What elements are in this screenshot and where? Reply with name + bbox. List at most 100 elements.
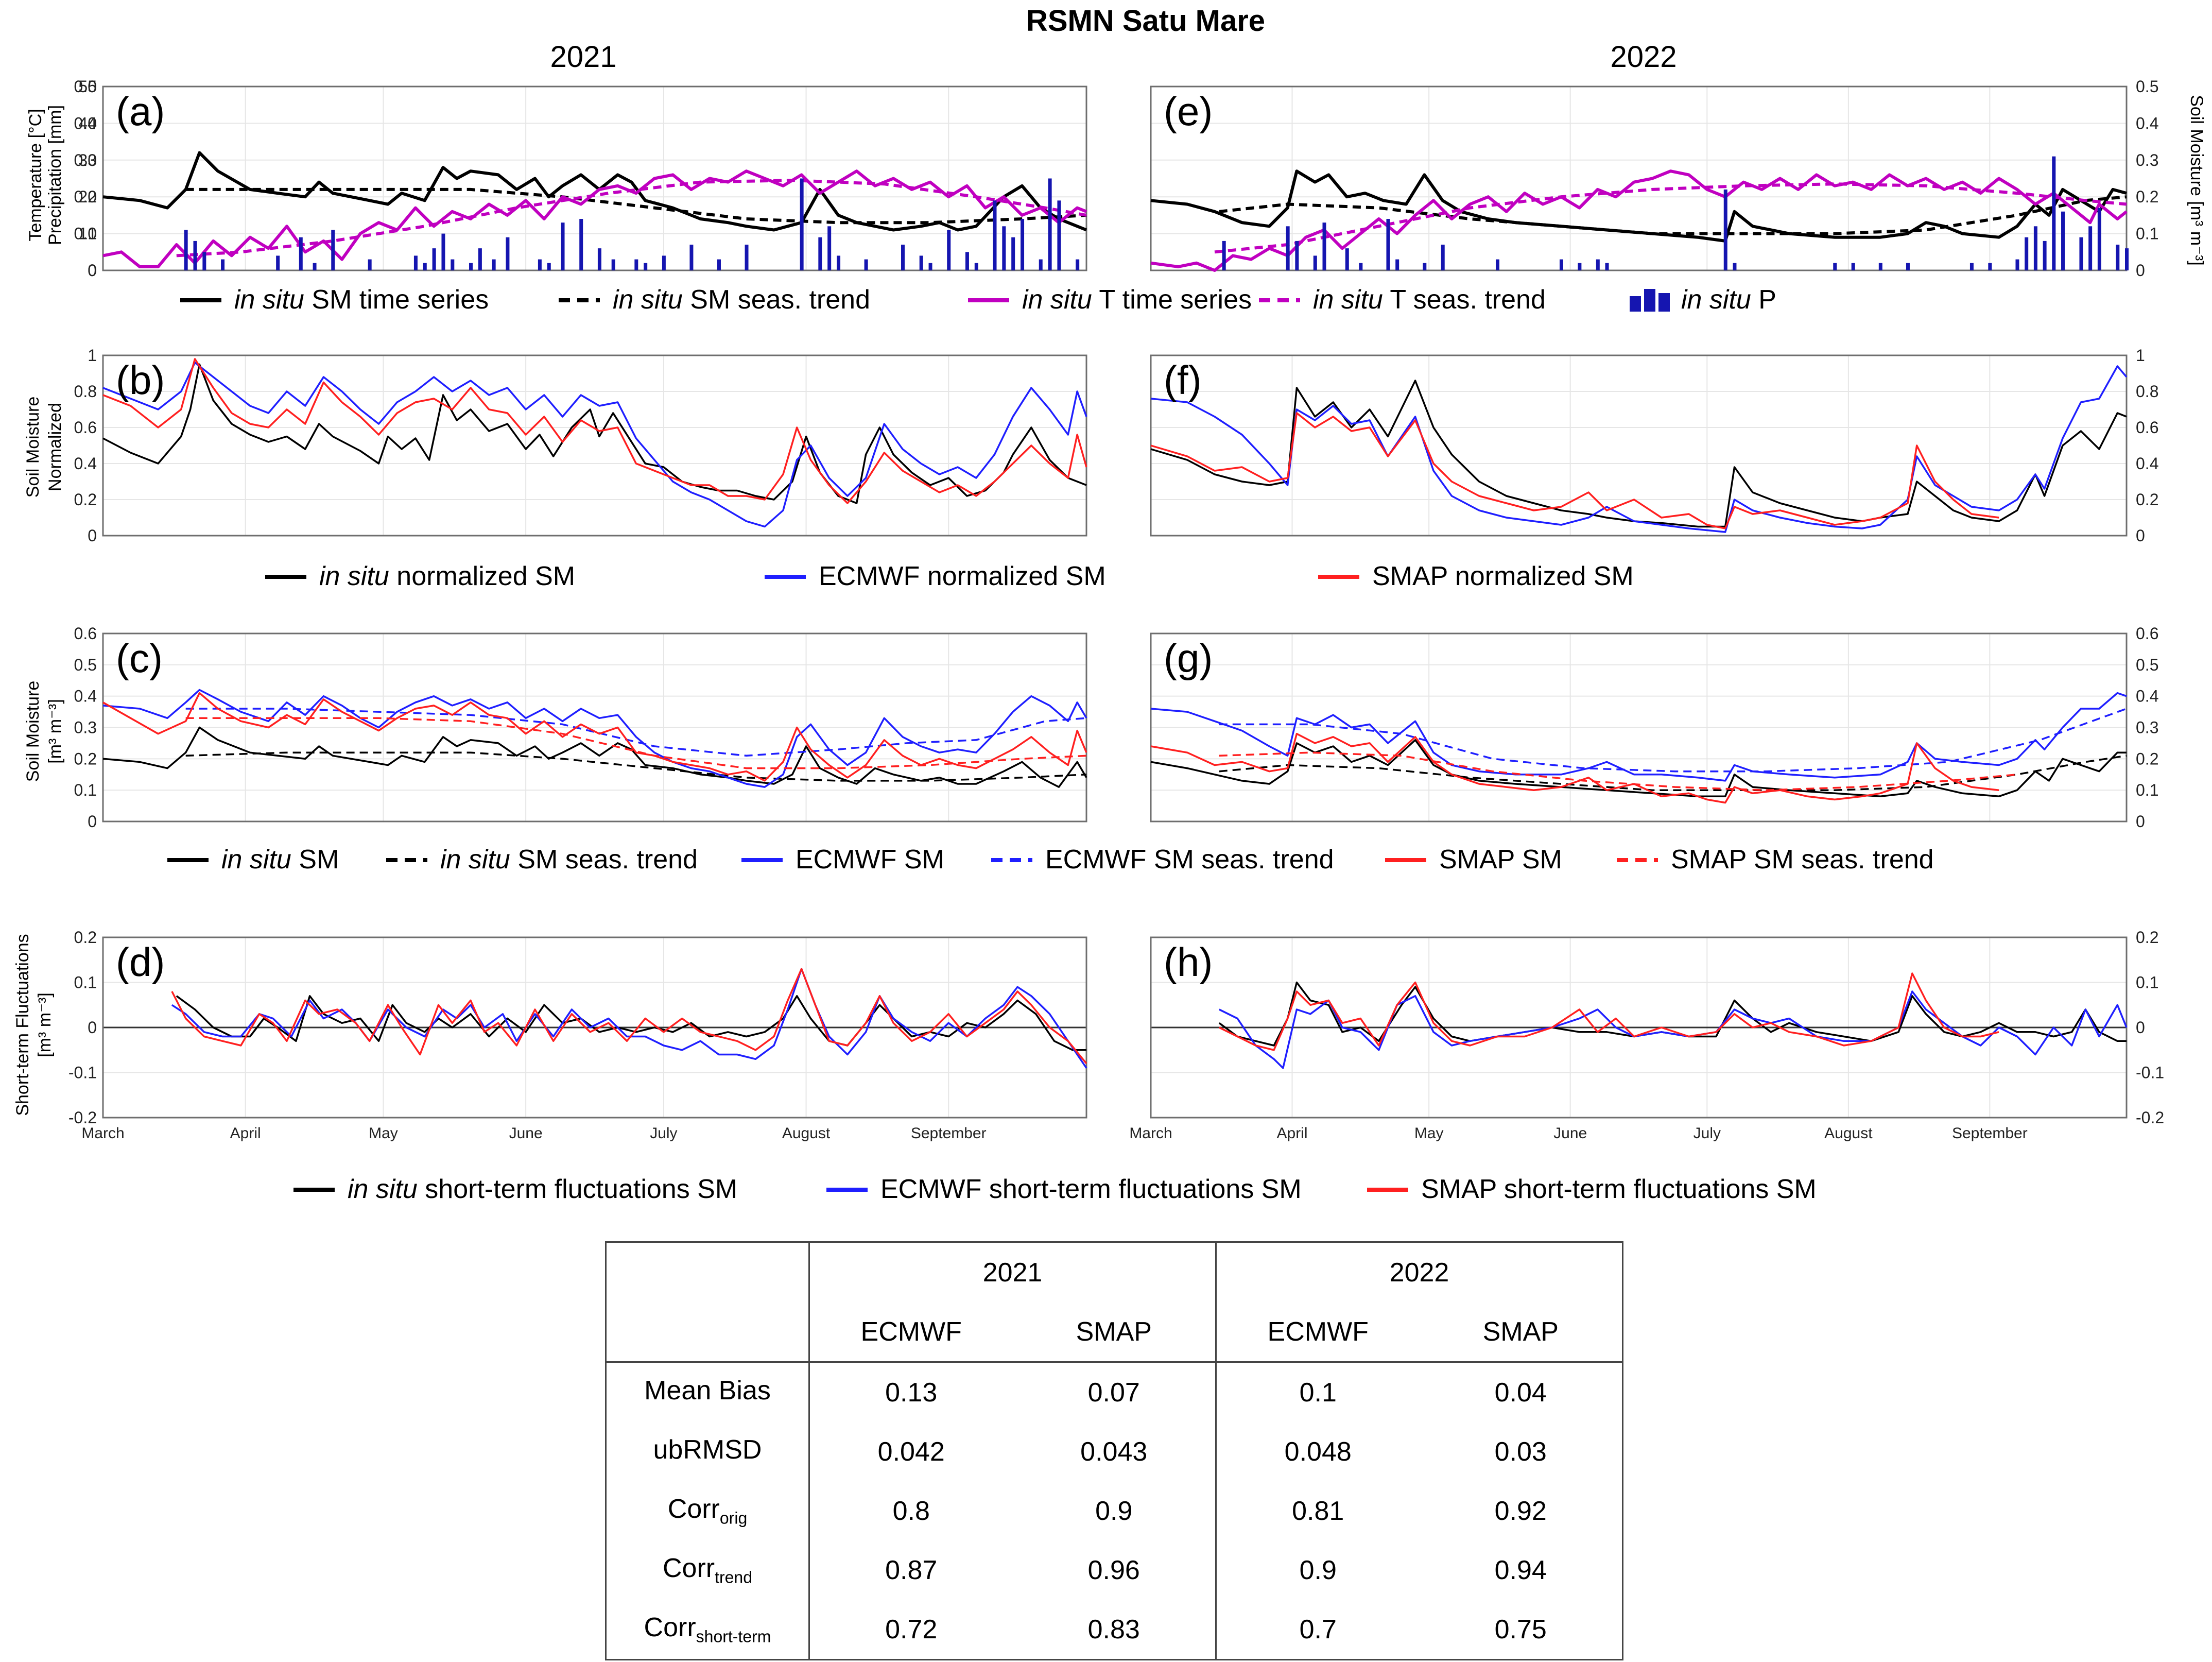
panel-label: (c): [116, 636, 163, 681]
series-line: [102, 726, 1087, 788]
legend-text: T time series: [1092, 285, 1252, 315]
legend-item: ECMWF normalized SM: [765, 561, 1106, 591]
y-tick-label: 0.6: [2136, 418, 2158, 437]
precip-bar: [413, 255, 418, 270]
precip-bar: [1048, 178, 1052, 270]
precip-bar: [611, 259, 615, 270]
legend-italic: in situ: [348, 1174, 418, 1204]
y-tick-label: 0.5: [74, 656, 97, 674]
series-line: [102, 363, 1087, 504]
ylabel-a-line2: Precipitation [mm]: [45, 105, 65, 245]
legend-text: SM: [291, 845, 339, 875]
legend-label: in situ SM time series: [234, 285, 489, 315]
table-cell: 0.13: [808, 1362, 1013, 1422]
legend-italic: in situ: [221, 845, 291, 875]
y-tick-label: 0: [2136, 261, 2145, 280]
table-cell: 0.8: [808, 1481, 1013, 1540]
precip-bar: [1011, 237, 1015, 270]
precip-bar: [561, 222, 565, 270]
precip-bar: [2052, 156, 2056, 270]
legend-item: SMAP short-term fluctuations SM: [1367, 1174, 1817, 1204]
precip-bar: [1969, 263, 1974, 270]
precip-bar: [1878, 263, 1882, 270]
precip-bar: [1495, 259, 1499, 270]
precip-bar: [1578, 263, 1582, 270]
row-label: Mean Bias: [644, 1376, 771, 1406]
table-year-2022: 2022: [1215, 1242, 1623, 1302]
y-tick-label: 0: [88, 1018, 97, 1037]
legend-swatch: [1658, 293, 1670, 312]
precip-bar: [1021, 219, 1025, 270]
plot-frame: [102, 85, 1087, 271]
y-tick-label: 0.1: [2136, 973, 2158, 992]
precip-bar: [1002, 226, 1006, 270]
legend-label: in situ T time series: [1022, 285, 1252, 315]
ylabel-d-line2: [m³ m⁻³]: [35, 992, 55, 1057]
series-line: [185, 708, 1087, 757]
series-line: [1219, 972, 1999, 1051]
precip-bar: [864, 259, 868, 270]
y-tick-label: 0.2: [74, 928, 97, 947]
row-label: ubRMSD: [653, 1435, 762, 1465]
y-tick-label: 0.4: [74, 687, 97, 706]
y-tick-label: 0.5: [2136, 656, 2158, 674]
precip-bar: [469, 263, 473, 270]
y-tick-label: 0.8: [2136, 382, 2158, 401]
legend-text: SMAP SM: [1439, 845, 1562, 875]
table-cell: 0.042: [808, 1422, 1013, 1481]
x-tick-label: September: [911, 1125, 987, 1142]
ylabel-c-line2: [m³ m⁻³]: [45, 699, 65, 764]
plot-frame-outline: [102, 354, 1087, 537]
legend-text: SMAP normalized SM: [1372, 561, 1634, 591]
precip-bar: [2015, 259, 2019, 270]
table-subheader: SMAP: [1012, 1302, 1216, 1363]
table-row: Corrorig 0.8 0.9 0.81 0.92: [606, 1481, 1623, 1540]
plot-frame: [102, 354, 1087, 537]
legend-item: ECMWF SM seas. trend: [991, 845, 1334, 875]
legend-item: in situ P: [1630, 285, 1776, 315]
precip-bar: [492, 259, 496, 270]
precip-bar: [1988, 263, 1992, 270]
series-line: [1219, 708, 2127, 773]
legend-label: SMAP normalized SM: [1372, 561, 1634, 591]
precip-bar: [1833, 263, 1837, 270]
precip-bar: [1559, 259, 1563, 270]
y-tick-label: 0: [88, 261, 97, 280]
precip-bar: [276, 255, 280, 270]
table-cell: 0.94: [1494, 1555, 1547, 1585]
y-tick-label: -0.1: [2136, 1064, 2164, 1082]
series-line: [1150, 365, 2128, 533]
legend-item: in situ short-term fluctuations SM: [293, 1174, 737, 1204]
y-tick-label: 10: [78, 225, 97, 243]
precip-bar: [837, 255, 841, 270]
x-tick-label: March: [1129, 1125, 1172, 1142]
series-line: [102, 362, 1087, 528]
legend-italic: in situ: [1313, 285, 1383, 315]
precip-bar: [800, 178, 804, 270]
precip-bar: [2025, 237, 2029, 270]
figure-title: RSMN Satu Mare: [1026, 4, 1265, 38]
legend-italic: in situ: [319, 561, 389, 591]
precip-bar: [689, 245, 694, 270]
precip-bar: [2088, 226, 2093, 270]
y-tick-label: 0: [88, 261, 97, 280]
legend-text: normalized SM: [389, 561, 575, 591]
legend-swatch: [1644, 289, 1655, 312]
series-line: [1150, 380, 2127, 528]
y-tick-label: 1: [88, 346, 97, 365]
legend-text: SM seas. trend: [683, 285, 870, 315]
precip-bar: [901, 245, 905, 270]
column-title-2022: 2022: [1610, 40, 1677, 74]
legend-label: in situ SM seas. trend: [613, 285, 870, 315]
panel-label: (g): [1164, 636, 1213, 681]
legend-italic: in situ: [1681, 285, 1751, 315]
series-line: [171, 968, 1087, 1065]
y-tick-label: 1: [2136, 346, 2145, 365]
precip-bar: [2079, 237, 2083, 270]
y-tick-label: 0.1: [74, 225, 97, 243]
plot-frame-outline: [1150, 85, 2128, 271]
precip-bar: [538, 259, 542, 270]
precip-bar: [313, 263, 317, 270]
precip-bar: [1076, 259, 1080, 270]
